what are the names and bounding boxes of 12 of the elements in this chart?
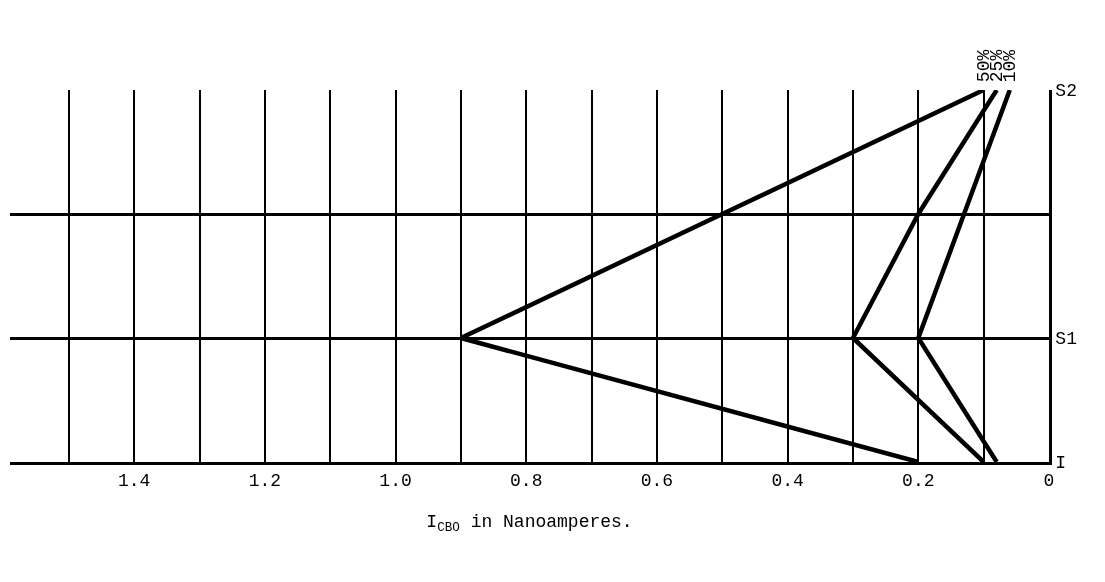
x-tick-label: 0.8 <box>510 471 543 492</box>
x-tick-label: 0.6 <box>640 471 674 492</box>
y-tick-label: S2 <box>1055 81 1077 102</box>
x-tick-label: 0.2 <box>902 471 935 492</box>
y-tick-label: I <box>1055 453 1067 474</box>
x-tick-label: 1.0 <box>379 471 412 492</box>
x-tick-label: 0.4 <box>771 471 804 492</box>
x-tick-label: 0 <box>1043 471 1055 492</box>
x-tick-label: 1.2 <box>248 471 282 492</box>
x-tick-label: 1.4 <box>117 471 151 492</box>
x-axis-title: I$_{CBO}$ in Nanoamperes. <box>426 512 633 536</box>
y-tick-label: S1 <box>1055 329 1077 350</box>
